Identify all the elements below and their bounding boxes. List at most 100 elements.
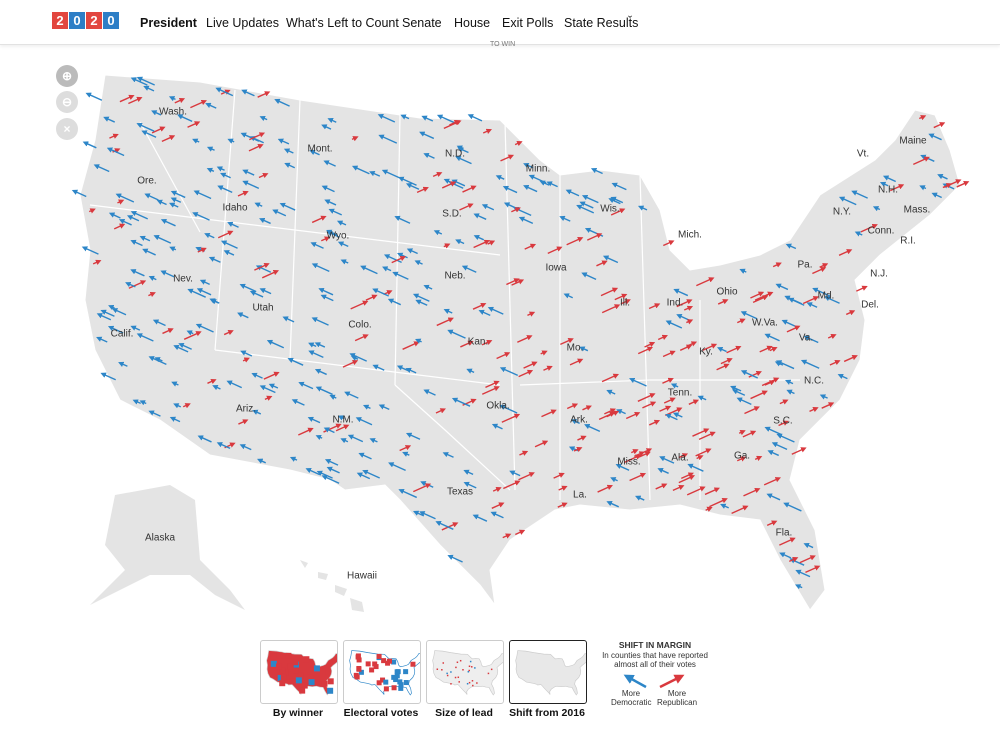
shift-arrow [502, 185, 518, 194]
state-label: Vt. [857, 149, 869, 160]
view-thumbnail[interactable] [260, 640, 341, 704]
shift-arrow [160, 270, 175, 278]
shift-arrow [496, 352, 511, 360]
view-thumbnail[interactable] [426, 640, 507, 704]
nav-item[interactable]: Exit Polls [502, 16, 554, 30]
shift-arrow [663, 240, 675, 247]
shift-arrow [481, 204, 495, 211]
shift-arrow [633, 451, 645, 457]
state-label: Pa. [797, 260, 812, 271]
shift-arrow [523, 184, 538, 193]
shift-arrow [662, 350, 676, 358]
shift-arrow [324, 199, 337, 206]
view-thumbnail[interactable] [509, 640, 590, 704]
view-thumbnail[interactable] [343, 640, 424, 704]
shift-arrow [254, 202, 263, 208]
shift-arrow [764, 333, 780, 342]
shift-arrow [490, 511, 504, 519]
shift-arrow [311, 215, 327, 224]
shift-arrow [665, 413, 678, 421]
shift-arrow [716, 363, 730, 371]
shift-arrow [316, 470, 333, 479]
shift-arrow [177, 114, 193, 122]
shift-arrow [263, 371, 280, 380]
shift-arrow [527, 311, 536, 317]
shift-arrow [672, 484, 685, 492]
legend-title: SHIFT IN MARGIN [618, 640, 692, 650]
zoom-button[interactable] [56, 118, 78, 140]
shift-arrow [495, 175, 505, 181]
state-label: S.D. [442, 209, 461, 220]
shift-arrow [136, 122, 155, 132]
shift-arrow [481, 386, 500, 395]
shift-arrow [913, 156, 930, 165]
shift-arrow [363, 404, 371, 410]
shift-arrow [377, 114, 396, 123]
shift-arrow [629, 377, 647, 387]
header: 2 0 2 0 President Live Updates What's Left to … [0, 0, 1000, 45]
nav-item[interactable]: President [140, 16, 197, 30]
shift-arrow [170, 190, 186, 199]
shift-arrow [776, 360, 795, 370]
shift-arrow [473, 213, 487, 220]
shift-arrow [579, 201, 594, 209]
zoom-button[interactable] [56, 65, 78, 87]
shift-arrow [819, 263, 829, 269]
shift-arrow [824, 296, 840, 304]
shift-arrow [795, 584, 803, 590]
shift-arrow [108, 304, 115, 311]
shift-arrow [473, 234, 485, 241]
state-label: Mo. [567, 343, 584, 354]
shift-arrow [85, 92, 103, 101]
state-label: Mich. [678, 230, 702, 241]
shift-arrow [115, 193, 135, 203]
shift-arrow [449, 119, 461, 126]
nav-item[interactable]: House [454, 16, 491, 30]
shift-arrow [328, 208, 342, 216]
shift-arrow [119, 94, 135, 103]
shift-arrow [579, 346, 589, 352]
legend-left: More Democratic [611, 689, 652, 707]
shift-arrow [170, 197, 182, 203]
shift-arrow [136, 76, 155, 86]
nav-item[interactable]: Live Updates [206, 16, 279, 30]
shift-arrow [240, 132, 260, 142]
shift-arrow [540, 350, 548, 356]
state-border [519, 379, 800, 386]
state-label: N.C. [804, 376, 824, 387]
shift-arrow [676, 313, 690, 321]
shift-arrow [581, 195, 599, 204]
shift-arrow [259, 385, 276, 394]
shift-arrow [473, 239, 490, 249]
shift-arrow [237, 312, 249, 319]
nav-item[interactable]: Senate [402, 16, 442, 30]
state-label: Hawaii [347, 571, 377, 582]
shift-arrow [148, 291, 156, 298]
shift-arrow [596, 260, 608, 267]
shift-arrow [812, 266, 827, 275]
shift-arrow [111, 308, 127, 316]
shift-arrow [118, 361, 128, 367]
shift-arrow [249, 290, 264, 298]
shift-arrow [696, 277, 715, 287]
shift-arrow [629, 472, 647, 482]
nav-item[interactable]: State Results [564, 16, 639, 30]
shift-arrow [117, 199, 125, 205]
shift-arrow [485, 380, 500, 388]
shift-arrow [435, 408, 446, 414]
shift-arrow [524, 243, 537, 250]
shift-arrow [241, 89, 255, 97]
shift-arrow [481, 339, 493, 346]
shift-arrow [788, 557, 799, 563]
shift-arrow [378, 134, 398, 144]
logo-digit: 0 [103, 12, 119, 29]
logo-digit: 0 [69, 12, 85, 29]
zoom-button[interactable] [56, 91, 78, 113]
shift-arrow [238, 419, 249, 425]
shift-arrow [482, 128, 492, 134]
shift-arrow [956, 181, 970, 188]
shift-arrow [207, 378, 217, 385]
shift-arrow [829, 359, 841, 366]
shift-arrow [240, 350, 253, 357]
nav-item[interactable]: What's Left to Count [286, 16, 399, 30]
